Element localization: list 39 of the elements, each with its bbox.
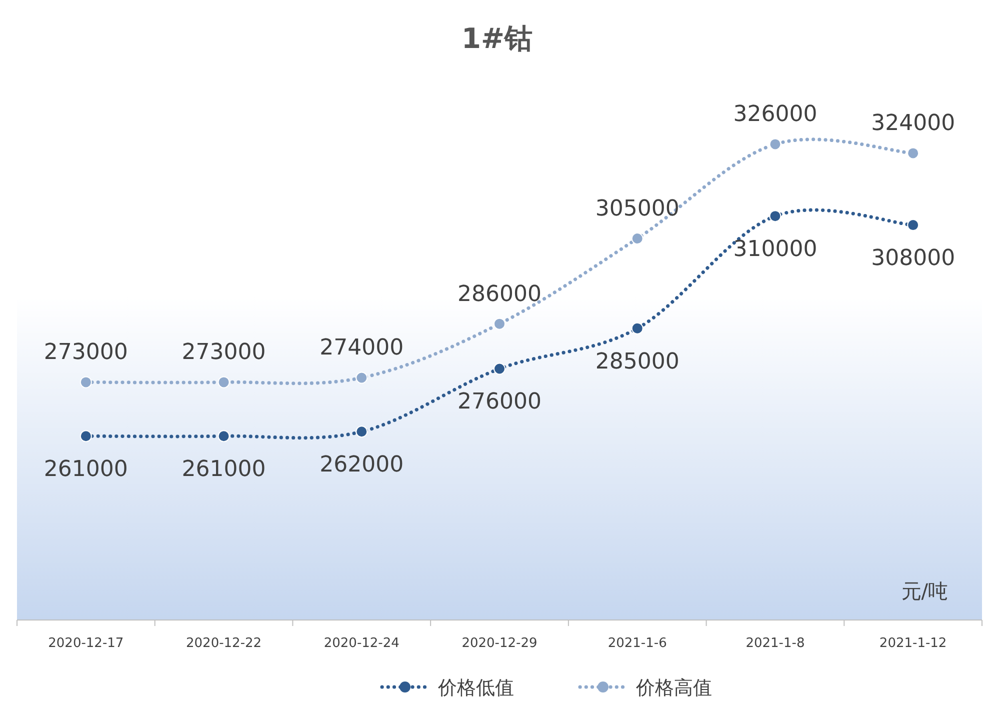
data-label: 285000 [595,349,680,374]
data-label: 286000 [458,282,542,307]
point [218,376,230,388]
point [907,147,920,160]
data-label: 274000 [320,336,404,361]
point [907,219,920,232]
data-label: 262000 [320,452,404,478]
point [356,426,368,438]
point [769,210,782,222]
point [631,322,644,334]
legend-label: 价格高值 [635,677,712,699]
x-tick-label: 2021-1-6 [608,636,667,651]
legend-label: 价格低值 [437,677,514,699]
point [769,138,782,150]
point [494,318,506,330]
data-label: 310000 [733,237,818,262]
data-label: 308000 [871,246,956,272]
x-tick-label: 2020-12-17 [48,636,124,651]
point [631,232,644,245]
data-label: 276000 [458,390,542,415]
x-tick-label: 2020-12-22 [186,636,262,651]
x-tick-label: 2021-1-8 [746,636,805,651]
chart-title: 1#钴 [462,22,532,55]
data-label: 261000 [44,457,128,482]
point [494,362,506,375]
x-tick-label: 2021-1-12 [879,636,947,651]
data-label: 305000 [595,196,680,222]
x-tick-label: 2020-12-29 [462,636,538,651]
data-label: 326000 [733,102,818,128]
x-tick-label: 2020-12-24 [324,636,400,651]
point [356,372,368,384]
data-label: 273000 [182,340,266,366]
point [80,376,92,388]
data-label: 324000 [871,111,956,136]
point [218,430,230,442]
point [80,430,92,442]
text: 元/吨 [901,579,948,603]
data-label: 273000 [44,340,128,366]
data-label: 261000 [182,457,266,482]
